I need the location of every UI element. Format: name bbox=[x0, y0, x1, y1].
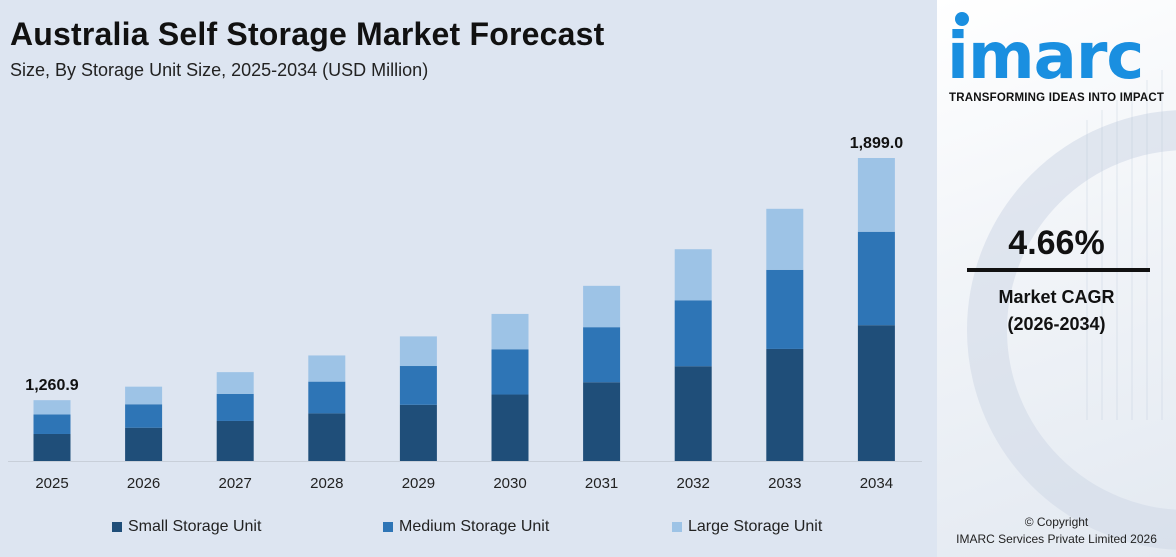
data-label-2034: 1,899.0 bbox=[850, 135, 903, 152]
bar-segment-2027-small-storage-unit bbox=[216, 420, 254, 461]
logo-tagline: TRANSFORMING IDEAS INTO IMPACT bbox=[949, 92, 1165, 104]
legend-label: Small Storage Unit bbox=[128, 518, 262, 535]
chart-legend: Small Storage Unit Medium Storage Unit Lar… bbox=[0, 518, 937, 540]
bar-segment-2033-large-storage-unit bbox=[766, 208, 804, 270]
legend-item-large-storage-unit: Large Storage Unit bbox=[672, 518, 822, 536]
bar-segment-2033-medium-storage-unit bbox=[766, 269, 804, 349]
legend-label: Large Storage Unit bbox=[688, 518, 823, 535]
bar-segment-2034-small-storage-unit bbox=[857, 325, 895, 461]
bar-segment-2026-large-storage-unit bbox=[125, 386, 163, 405]
x-tick-label-2031: 2031 bbox=[585, 475, 618, 492]
legend-item-medium-storage-unit: Medium Storage Unit bbox=[383, 518, 549, 536]
legend-swatch bbox=[672, 522, 682, 532]
bar-segment-2034-medium-storage-unit bbox=[857, 231, 895, 326]
copyright: © Copyright IMARC Services Private Limit… bbox=[937, 514, 1176, 548]
x-tick-label-2032: 2032 bbox=[677, 475, 710, 492]
bar-segment-2029-small-storage-unit bbox=[399, 404, 437, 461]
bar-segment-2025-small-storage-unit bbox=[33, 433, 71, 461]
bar-segment-2034-large-storage-unit bbox=[857, 158, 895, 232]
x-tick-label-2025: 2025 bbox=[35, 475, 68, 492]
legend-swatch bbox=[112, 522, 122, 532]
bar-segment-2030-large-storage-unit bbox=[491, 313, 529, 350]
legend-item-small-storage-unit: Small Storage Unit bbox=[112, 518, 261, 536]
bar-segment-2031-medium-storage-unit bbox=[583, 327, 621, 383]
bar-segment-2029-medium-storage-unit bbox=[399, 366, 437, 405]
bar-segment-2025-large-storage-unit bbox=[33, 400, 71, 415]
bar-segment-2027-large-storage-unit bbox=[216, 372, 254, 394]
bar-segment-2026-medium-storage-unit bbox=[125, 404, 163, 428]
stacked-bar-chart: 2025 1,260.9 2026 2027 2028 2029 2030 2031 2032 2… bbox=[8, 135, 922, 492]
chart-subtitle: Size, By Storage Unit Size, 2025-2034 (U… bbox=[10, 60, 429, 80]
x-tick-label-2027: 2027 bbox=[219, 475, 252, 492]
brand-panel: imarc TRANSFORMING IDEAS INTO IMPACT 4.6… bbox=[937, 0, 1176, 557]
bar-segment-2028-medium-storage-unit bbox=[308, 381, 346, 414]
bar-segment-2029-large-storage-unit bbox=[399, 336, 437, 367]
x-tick-label-2026: 2026 bbox=[127, 475, 160, 492]
bar-segment-2030-small-storage-unit bbox=[491, 394, 529, 461]
cagr-divider bbox=[967, 268, 1150, 272]
bar-segment-2032-medium-storage-unit bbox=[674, 300, 712, 367]
bar-segment-2031-large-storage-unit bbox=[583, 285, 621, 328]
x-tick-label-2033: 2033 bbox=[768, 475, 801, 492]
chart-panel: Australia Self Storage Market Forecast S… bbox=[0, 16, 937, 540]
x-tick-label-2029: 2029 bbox=[402, 475, 435, 492]
bar-segment-2026-small-storage-unit bbox=[125, 427, 163, 461]
x-tick-label-2028: 2028 bbox=[310, 475, 343, 492]
data-label-2025: 1,260.9 bbox=[25, 377, 78, 394]
bar-segment-2032-large-storage-unit bbox=[674, 249, 712, 301]
logo-dot-icon bbox=[955, 12, 969, 26]
bar-segment-2030-medium-storage-unit bbox=[491, 349, 529, 395]
bar-segment-2032-small-storage-unit bbox=[674, 366, 712, 461]
cagr-label-line1: Market CAGR bbox=[998, 287, 1115, 307]
chart-title: Australia Self Storage Market Forecast bbox=[10, 16, 605, 52]
bar-segment-2028-small-storage-unit bbox=[308, 413, 346, 461]
legend-label: Medium Storage Unit bbox=[399, 518, 550, 535]
bar-segment-2028-large-storage-unit bbox=[308, 355, 346, 382]
logo-wordmark: imarc bbox=[947, 20, 1144, 94]
x-tick-label-2034: 2034 bbox=[860, 475, 893, 492]
bar-segment-2031-small-storage-unit bbox=[583, 382, 621, 461]
bar-segment-2027-medium-storage-unit bbox=[216, 393, 254, 421]
cagr-label-line2: (2026-2034) bbox=[1007, 314, 1106, 334]
cagr-value: 4.66% bbox=[1008, 224, 1105, 262]
copyright-line2: IMARC Services Private Limited 2026 bbox=[956, 532, 1157, 546]
bar-segment-2025-medium-storage-unit bbox=[33, 414, 71, 434]
copyright-line1: © Copyright bbox=[1024, 515, 1089, 529]
legend-swatch bbox=[383, 522, 393, 532]
cagr-label: Market CAGR (2026-2034) bbox=[937, 284, 1176, 338]
x-tick-label-2030: 2030 bbox=[493, 475, 526, 492]
bar-segment-2033-small-storage-unit bbox=[766, 348, 804, 461]
